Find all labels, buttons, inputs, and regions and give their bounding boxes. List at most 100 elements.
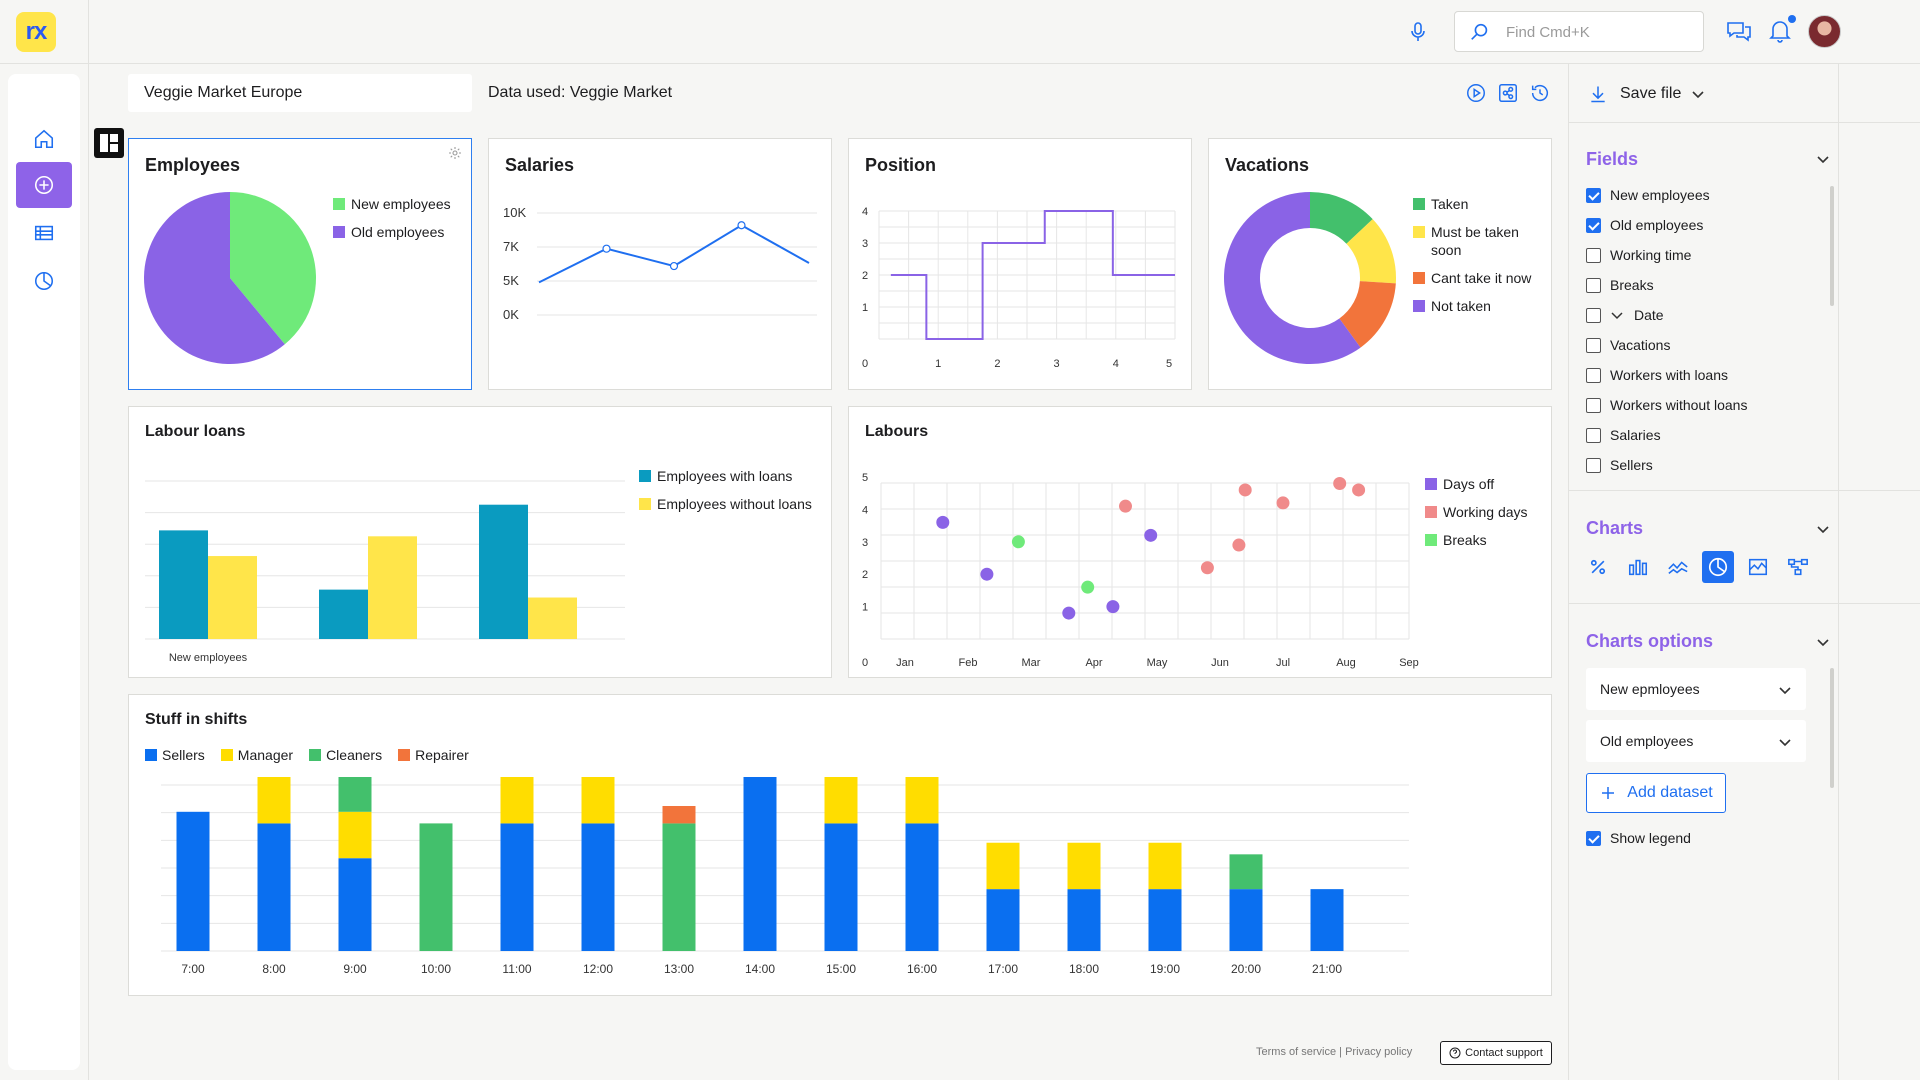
x-tick-label: 15:00 [826,962,856,976]
field-item[interactable]: Working time [1586,247,1691,263]
legend-label: Sellers [162,747,205,763]
field-item[interactable]: Workers without loans [1586,397,1747,413]
x-tick-label: 8:00 [262,962,286,976]
field-item[interactable]: Vacations [1586,337,1670,353]
employees-card[interactable]: Employees New employees Old employees [128,138,472,390]
legend-label: Taken [1431,196,1469,212]
avatar[interactable] [1808,15,1841,48]
play-icon[interactable] [1465,82,1487,104]
field-item[interactable]: Salaries [1586,427,1661,443]
checkbox[interactable] [1586,427,1601,443]
checkbox[interactable] [1586,217,1601,233]
vacations-card[interactable]: Vacations Taken Must be taken soon Cant ta… [1208,138,1552,390]
scatter-point [1200,561,1214,575]
labour-loans-card[interactable]: Labour loans New employees Employees wit… [128,406,832,678]
y-tick-label: 1 [862,602,868,614]
field-item[interactable]: Old employees [1586,217,1703,233]
gear-icon[interactable] [447,145,463,161]
dataset-select-2[interactable]: Old employees [1586,720,1806,762]
layout-toggle-icon[interactable] [94,128,124,158]
labours-legend: Days off Working days Breaks [1425,475,1528,559]
search-input[interactable]: Find Cmd+K [1506,24,1590,41]
pie-chart-icon[interactable] [1702,551,1734,583]
legend-swatch [1413,300,1425,312]
privacy-link[interactable]: Privacy policy [1345,1046,1413,1058]
legend-item[interactable]: Sellers [145,747,205,763]
position-card[interactable]: Position 1 2 3 4 0 1 2 3 4 5 [848,138,1192,390]
legend-swatch [1413,226,1425,238]
legend-item[interactable]: Old employees [333,223,451,241]
app-logo[interactable]: rx [16,12,56,52]
scatter-point [980,567,994,581]
field-item[interactable]: Sellers [1586,457,1653,473]
add-dataset-button[interactable]: Add dataset [1586,773,1726,813]
share-icon[interactable] [1497,82,1519,104]
legend-item[interactable]: Must be taken soon [1413,223,1543,259]
legend-item[interactable]: Repairer [398,747,469,763]
x-tick-label: 17:00 [988,962,1018,976]
show-legend-checkbox[interactable]: Show legend [1586,830,1691,846]
bar-chart-icon[interactable] [1622,551,1654,583]
chat-icon[interactable] [1726,20,1752,44]
legend-item[interactable]: Employees with loans [639,467,812,485]
salaries-card[interactable]: Salaries 10K 7K 5K 0K [488,138,832,390]
field-label: Workers without loans [1610,397,1748,413]
dataset-select-1[interactable]: New epmloyees [1586,668,1806,710]
x-tick-label: Jul [1276,657,1290,669]
bell-icon[interactable] [1768,18,1792,44]
stacked-bar-segment [338,858,372,951]
nav-table[interactable] [16,210,72,256]
stacked-bar-segment [581,777,615,824]
save-file-button[interactable]: Save file [1588,84,1705,104]
history-icon[interactable] [1529,82,1551,104]
field-item[interactable]: Date [1586,307,1664,323]
checkbox[interactable] [1586,277,1601,293]
chevron-down-icon[interactable] [1816,524,1830,534]
search-box[interactable]: Find Cmd+K [1454,11,1704,52]
stacked-bar-segment [1310,889,1344,951]
field-item[interactable]: Breaks [1586,277,1654,293]
nav-home[interactable] [16,116,72,162]
legend-item[interactable]: Manager [220,747,293,763]
nav-charts[interactable] [16,258,72,304]
contact-support-button[interactable]: Contact support [1440,1041,1552,1065]
legend-swatch [639,470,651,482]
legend-item[interactable]: Cant take it now [1413,269,1543,287]
field-item[interactable]: New employees [1586,187,1710,203]
terms-link[interactable]: Terms of service [1256,1046,1337,1058]
checkbox[interactable] [1586,397,1601,413]
checkbox[interactable] [1586,187,1601,203]
checkbox[interactable] [1586,307,1601,323]
microphone-icon[interactable] [1406,20,1430,44]
checkbox[interactable] [1586,247,1601,263]
area-chart-icon[interactable] [1742,551,1774,583]
checkbox[interactable] [1586,337,1601,353]
nav-add[interactable] [16,162,72,208]
legend-item[interactable]: New employees [333,195,451,213]
legend-item[interactable]: Not taken [1413,297,1543,315]
dashboard-name-field[interactable]: Veggie Market Europe [128,74,472,112]
legend-item[interactable]: Employees without loans [639,495,812,513]
chevron-down-icon[interactable] [1816,154,1830,164]
chevron-down-icon[interactable] [1816,637,1830,647]
chevron-down-icon[interactable] [1610,310,1624,320]
checkbox[interactable] [1586,367,1601,383]
checkbox[interactable] [1586,457,1601,473]
fields-scrollbar[interactable] [1830,186,1834,306]
legend-item[interactable]: Working days [1425,503,1528,521]
percent-icon[interactable] [1582,551,1614,583]
flow-chart-icon[interactable] [1782,551,1814,583]
field-item[interactable]: Workers with loans [1586,367,1728,383]
legend-swatch [398,749,411,761]
stacked-bar-segment [1148,889,1182,951]
labours-card[interactable]: Labours 0 1 2 3 4 5 Jan Feb Mar Apr May Jun Jul Aug Se… [848,406,1552,678]
divider [1568,490,1920,491]
checkbox[interactable] [1586,830,1601,846]
legend-item[interactable]: Taken [1413,195,1543,213]
shifts-card[interactable]: Stuff in shifts Sellers Manager Cleaners Re… [128,694,1552,996]
options-scrollbar[interactable] [1830,668,1834,788]
legend-item[interactable]: Breaks [1425,531,1528,549]
line-chart-icon[interactable] [1662,551,1694,583]
legend-item[interactable]: Cleaners [309,747,382,763]
legend-item[interactable]: Days off [1425,475,1528,493]
